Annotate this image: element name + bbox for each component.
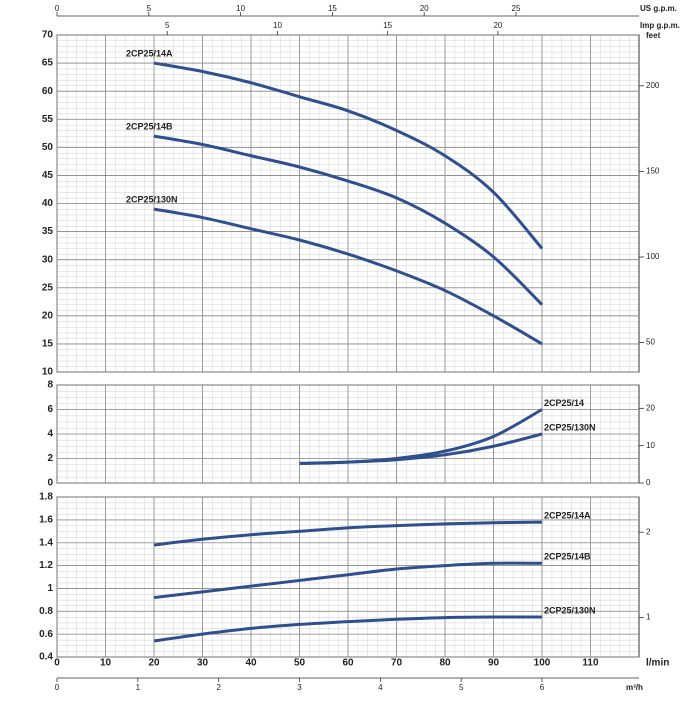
- x-tick-label: 70: [391, 658, 403, 669]
- top-tick-label: 25: [512, 4, 521, 13]
- y-tick-label: 65: [42, 58, 54, 69]
- curve-label: 2CP25/130N: [544, 422, 596, 432]
- top-tick-label: 0: [55, 4, 60, 13]
- y-tick-label: 20: [42, 310, 54, 321]
- axis-title: Imp g.p.m.: [640, 21, 680, 30]
- top-tick-label: 5: [165, 21, 170, 30]
- bottom-tick-label: 6: [540, 683, 545, 692]
- bottom-tick-label: 3: [297, 683, 302, 692]
- axis-title: US g.p.m.: [640, 4, 677, 13]
- x-tick-label: 0: [54, 658, 60, 669]
- y-tick-label: 1.4: [39, 537, 53, 548]
- curve: [153, 207, 543, 346]
- y2-tick-label: 50: [646, 338, 655, 347]
- bottom-tick-label: 1: [136, 683, 141, 692]
- y2-tick-label: 200: [646, 81, 660, 90]
- x-tick-label: 80: [439, 658, 451, 669]
- y-tick-label: 0: [47, 478, 53, 489]
- y-tick-label: 0.8: [39, 606, 53, 617]
- x-tick-label: 40: [245, 658, 257, 669]
- curve-label: 2CP25/130N: [126, 194, 178, 204]
- curve: [153, 520, 543, 547]
- y-tick-label: 35: [42, 226, 54, 237]
- curve-label: 2CP25/14: [544, 398, 584, 408]
- curve-label: 2CP25/14A: [544, 511, 591, 521]
- y2-tick-label: 0: [646, 478, 651, 487]
- x-tick-label: 20: [148, 658, 160, 669]
- y-tick-label: 2: [47, 453, 53, 464]
- top-tick-label: 20: [493, 21, 502, 30]
- x-tick-label: 110: [582, 658, 599, 669]
- y-tick-label: 6: [47, 404, 53, 415]
- y-tick-label: 1.6: [39, 514, 53, 525]
- axis-title: l/min: [646, 658, 669, 669]
- y-tick-label: 45: [42, 170, 54, 181]
- y-tick-label: 1.2: [39, 560, 53, 571]
- y-tick-label: 60: [42, 86, 54, 97]
- top-tick-label: 5: [147, 4, 152, 13]
- y-tick-label: 25: [42, 282, 54, 293]
- y2-tick-label: 2: [646, 527, 651, 536]
- bottom-tick-label: 2: [216, 683, 221, 692]
- curve: [153, 615, 543, 643]
- curve-label: 2CP25/130N: [544, 605, 596, 615]
- x-tick-label: 10: [100, 658, 112, 669]
- curve-label: 2CP25/14A: [126, 48, 173, 58]
- x-tick-label: 90: [488, 658, 500, 669]
- curve-label: 2CP25/14B: [544, 552, 591, 562]
- y-tick-label: 8: [47, 380, 53, 391]
- y-tick-label: 1: [47, 583, 53, 594]
- axis-title: m³/h: [626, 683, 643, 692]
- y-tick-label: 4: [47, 429, 53, 440]
- y2-tick-label: 100: [646, 252, 660, 261]
- top-tick-label: 20: [420, 4, 429, 13]
- curve: [153, 61, 544, 250]
- y-tick-label: 0.6: [39, 629, 53, 640]
- top-tick-label: 15: [328, 4, 337, 13]
- y-tick-label: 10: [42, 367, 54, 378]
- y-tick-label: 40: [42, 198, 54, 209]
- top-tick-label: 10: [273, 21, 282, 30]
- y-tick-label: 0.4: [39, 652, 53, 663]
- bottom-tick-label: 5: [459, 683, 464, 692]
- y-tick-label: 30: [42, 254, 54, 265]
- top-tick-label: 10: [236, 4, 245, 13]
- bottom-tick-label: 4: [378, 683, 383, 692]
- y-tick-label: 15: [42, 339, 54, 350]
- y-tick-label: 50: [42, 142, 54, 153]
- x-tick-label: 50: [294, 658, 306, 669]
- x-tick-label: 100: [534, 658, 551, 669]
- y-tick-label: 70: [42, 30, 54, 41]
- y-tick-label: 55: [42, 114, 54, 125]
- y2-tick-label: 150: [646, 167, 660, 176]
- y2-tick-label: 10: [646, 441, 655, 450]
- curve: [153, 134, 544, 306]
- curve: [153, 561, 543, 600]
- y2-tick-label: 1: [646, 613, 651, 622]
- axis-title: feet: [646, 31, 661, 40]
- curve: [299, 432, 543, 465]
- y-tick-label: 1.8: [39, 492, 53, 503]
- y2-tick-label: 20: [646, 403, 655, 412]
- top-tick-label: 15: [383, 21, 392, 30]
- x-tick-label: 60: [342, 658, 354, 669]
- x-tick-label: 30: [197, 658, 209, 669]
- bottom-tick-label: 0: [55, 683, 60, 692]
- curve-label: 2CP25/14B: [126, 121, 173, 131]
